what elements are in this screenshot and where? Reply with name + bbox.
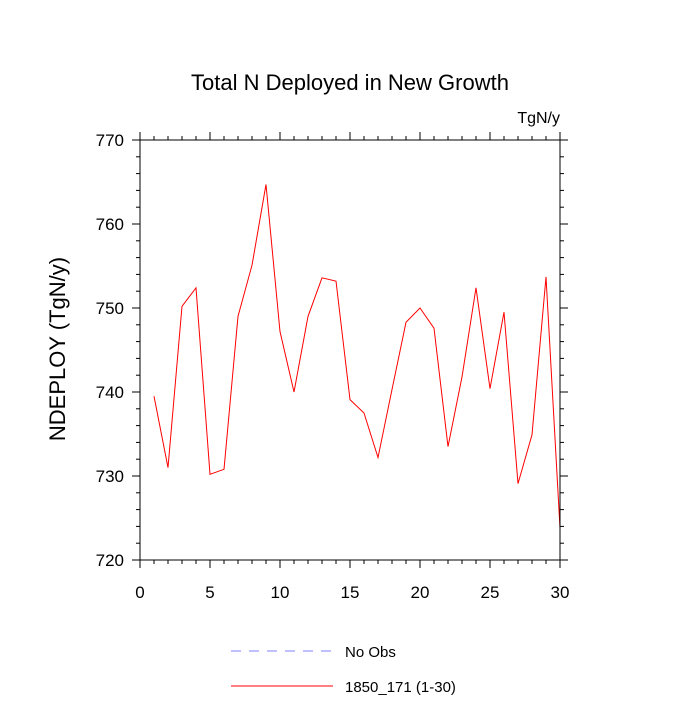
- y-tick-label: 770: [96, 131, 124, 150]
- y-tick-label: 750: [96, 299, 124, 318]
- y-tick-label: 760: [96, 215, 124, 234]
- legend-label: No Obs: [345, 644, 396, 661]
- x-tick-label: 30: [551, 583, 570, 602]
- series-layer: [154, 185, 560, 529]
- y-tick-label: 720: [96, 551, 124, 570]
- axes: 0 5 10 15 20 25 30 720 730 740 750 760 770: [96, 131, 570, 602]
- chart-title: Total N Deployed in New Growth: [191, 70, 509, 95]
- x-tick-label: 5: [205, 583, 214, 602]
- y-tick-label: 740: [96, 383, 124, 402]
- legend-entry: No Obs: [231, 644, 396, 661]
- x-tick-label: 10: [271, 583, 290, 602]
- y-axis-label: NDEPLOY (TgN/y): [45, 257, 70, 441]
- x-tick-label: 25: [481, 583, 500, 602]
- x-tick-label: 15: [341, 583, 360, 602]
- legend-entry: 1850_171 (1-30): [231, 679, 456, 696]
- x-tick-label: 20: [411, 583, 430, 602]
- legend-label: 1850_171 (1-30): [345, 679, 456, 696]
- x-tick-label: 0: [135, 583, 144, 602]
- series-line: [154, 185, 560, 529]
- legend: No Obs 1850_171 (1-30): [231, 644, 456, 696]
- units-label: TgN/y: [517, 110, 560, 127]
- y-tick-label: 730: [96, 467, 124, 486]
